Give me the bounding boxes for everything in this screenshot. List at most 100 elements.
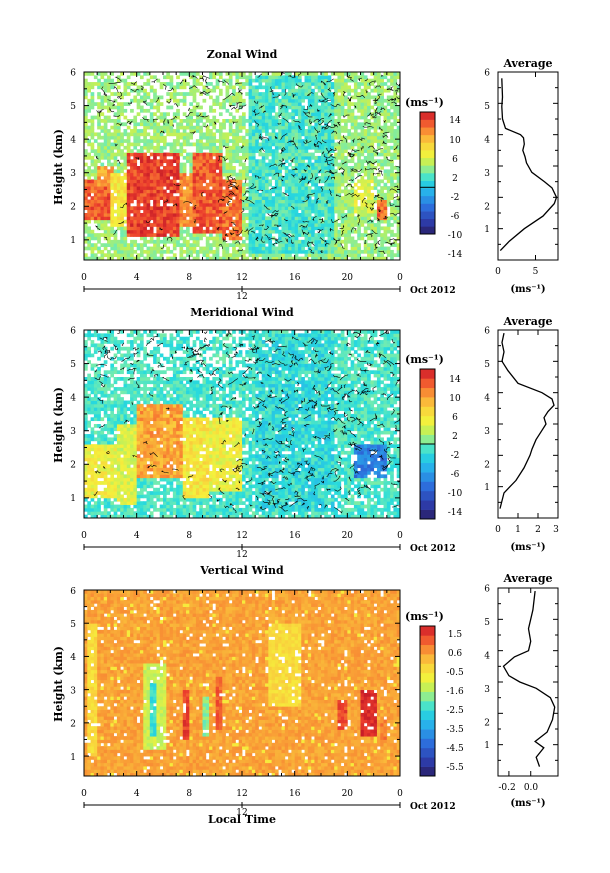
heatmap-cell bbox=[340, 256, 345, 260]
heatmap-cell bbox=[367, 199, 371, 204]
heatmap-cell bbox=[265, 233, 269, 237]
heatmap-cell bbox=[274, 92, 279, 96]
heatmap-cell bbox=[294, 119, 299, 123]
heatmap-cell bbox=[248, 213, 253, 217]
heatmap-cell bbox=[261, 152, 266, 157]
heatmap-cell bbox=[373, 223, 378, 227]
heatmap-cell bbox=[291, 166, 296, 170]
heatmap-cell bbox=[199, 162, 203, 167]
heatmap-cell bbox=[143, 122, 147, 127]
heatmap-cell bbox=[357, 132, 361, 137]
heatmap-cell bbox=[376, 92, 381, 96]
heatmap-cell bbox=[159, 186, 164, 190]
heatmap-cell bbox=[251, 172, 256, 177]
contour-line bbox=[170, 115, 178, 120]
heatmap-cell bbox=[284, 176, 289, 180]
heatmap-cell bbox=[396, 199, 400, 204]
heatmap-cell bbox=[301, 249, 305, 254]
heatmap-cell bbox=[386, 85, 391, 90]
heatmap-cell bbox=[189, 176, 194, 180]
heatmap-cell bbox=[163, 233, 167, 237]
heatmap-cell bbox=[202, 196, 207, 200]
heatmap-cell bbox=[120, 139, 124, 143]
heatmap-cell bbox=[215, 95, 220, 100]
heatmap-cell bbox=[209, 172, 213, 177]
heatmap-cell bbox=[123, 78, 128, 83]
heatmap-cell bbox=[87, 102, 91, 106]
contour-line bbox=[95, 155, 99, 160]
heatmap-cell bbox=[265, 253, 269, 258]
heatmap-cell bbox=[334, 125, 338, 130]
heatmap-cell bbox=[353, 209, 358, 214]
heatmap-cell bbox=[396, 176, 400, 180]
heatmap-cell bbox=[205, 119, 210, 123]
heatmap-cell bbox=[176, 75, 180, 80]
heatmap-cell bbox=[288, 98, 292, 103]
heatmap-cell bbox=[222, 162, 226, 167]
heatmap-cell bbox=[281, 122, 286, 127]
contour-line bbox=[370, 201, 376, 207]
heatmap-cell bbox=[113, 246, 118, 251]
heatmap-cell bbox=[363, 132, 368, 137]
heatmap-cell bbox=[314, 182, 319, 187]
heatmap-cell bbox=[228, 192, 233, 197]
heatmap-cell bbox=[278, 179, 282, 184]
heatmap-cell bbox=[386, 152, 391, 157]
heatmap-cell bbox=[347, 236, 352, 241]
heatmap-cell bbox=[84, 253, 88, 258]
heatmap-cell bbox=[136, 132, 141, 137]
heatmap-cell bbox=[321, 239, 325, 244]
colorbar-swatch bbox=[420, 203, 435, 212]
contour-line bbox=[380, 74, 384, 77]
heatmap-cell bbox=[324, 192, 328, 197]
heatmap-cell bbox=[271, 209, 276, 214]
heatmap-cell bbox=[376, 219, 381, 224]
heatmap-cell bbox=[153, 75, 157, 80]
heatmap-cell bbox=[235, 253, 240, 258]
heatmap-cell bbox=[307, 166, 312, 170]
heatmap-cell bbox=[248, 202, 253, 207]
contour-line bbox=[222, 195, 233, 200]
heatmap-cell bbox=[130, 233, 134, 237]
heatmap-cell bbox=[149, 253, 154, 258]
heatmap-cell bbox=[159, 233, 164, 237]
heatmap-cell bbox=[258, 199, 263, 204]
contour-line bbox=[292, 167, 298, 171]
heatmap-cell bbox=[321, 115, 325, 120]
heatmap-cell bbox=[353, 82, 358, 86]
heatmap-cell bbox=[199, 115, 203, 120]
heatmap-cell bbox=[225, 166, 230, 170]
heatmap-cell bbox=[301, 122, 305, 127]
heatmap-cell bbox=[97, 82, 101, 86]
heatmap-cell bbox=[304, 243, 309, 247]
contour-line bbox=[378, 250, 386, 255]
heatmap-cell bbox=[90, 189, 95, 194]
heatmap-cell bbox=[238, 249, 243, 254]
heatmap-cell bbox=[288, 72, 292, 76]
heatmap-cell bbox=[265, 246, 269, 251]
heatmap-cell bbox=[396, 98, 400, 103]
heatmap-cell bbox=[93, 132, 98, 137]
heatmap-cell bbox=[205, 132, 210, 137]
heatmap-cell bbox=[344, 202, 348, 207]
contour-line bbox=[282, 117, 289, 123]
heatmap-cell bbox=[225, 139, 230, 143]
heatmap-cell bbox=[291, 145, 296, 150]
heatmap-cell bbox=[209, 88, 213, 93]
heatmap-cell bbox=[107, 514, 111, 518]
heatmap-cell bbox=[248, 189, 253, 194]
heatmap-cell bbox=[367, 249, 371, 254]
heatmap-cell bbox=[189, 122, 194, 127]
heatmap-cell bbox=[199, 139, 203, 143]
heatmap-cell bbox=[235, 155, 240, 160]
heatmap-cell bbox=[317, 253, 322, 258]
contour-line bbox=[290, 206, 295, 210]
heatmap-cell bbox=[288, 162, 292, 167]
heatmap-cell bbox=[301, 112, 305, 117]
heatmap-cell bbox=[360, 202, 365, 207]
heatmap-cell bbox=[235, 135, 240, 140]
heatmap-cell bbox=[307, 78, 312, 83]
heatmap-cell bbox=[337, 88, 342, 93]
heatmap-cell bbox=[225, 119, 230, 123]
heatmap-cell bbox=[258, 216, 263, 221]
